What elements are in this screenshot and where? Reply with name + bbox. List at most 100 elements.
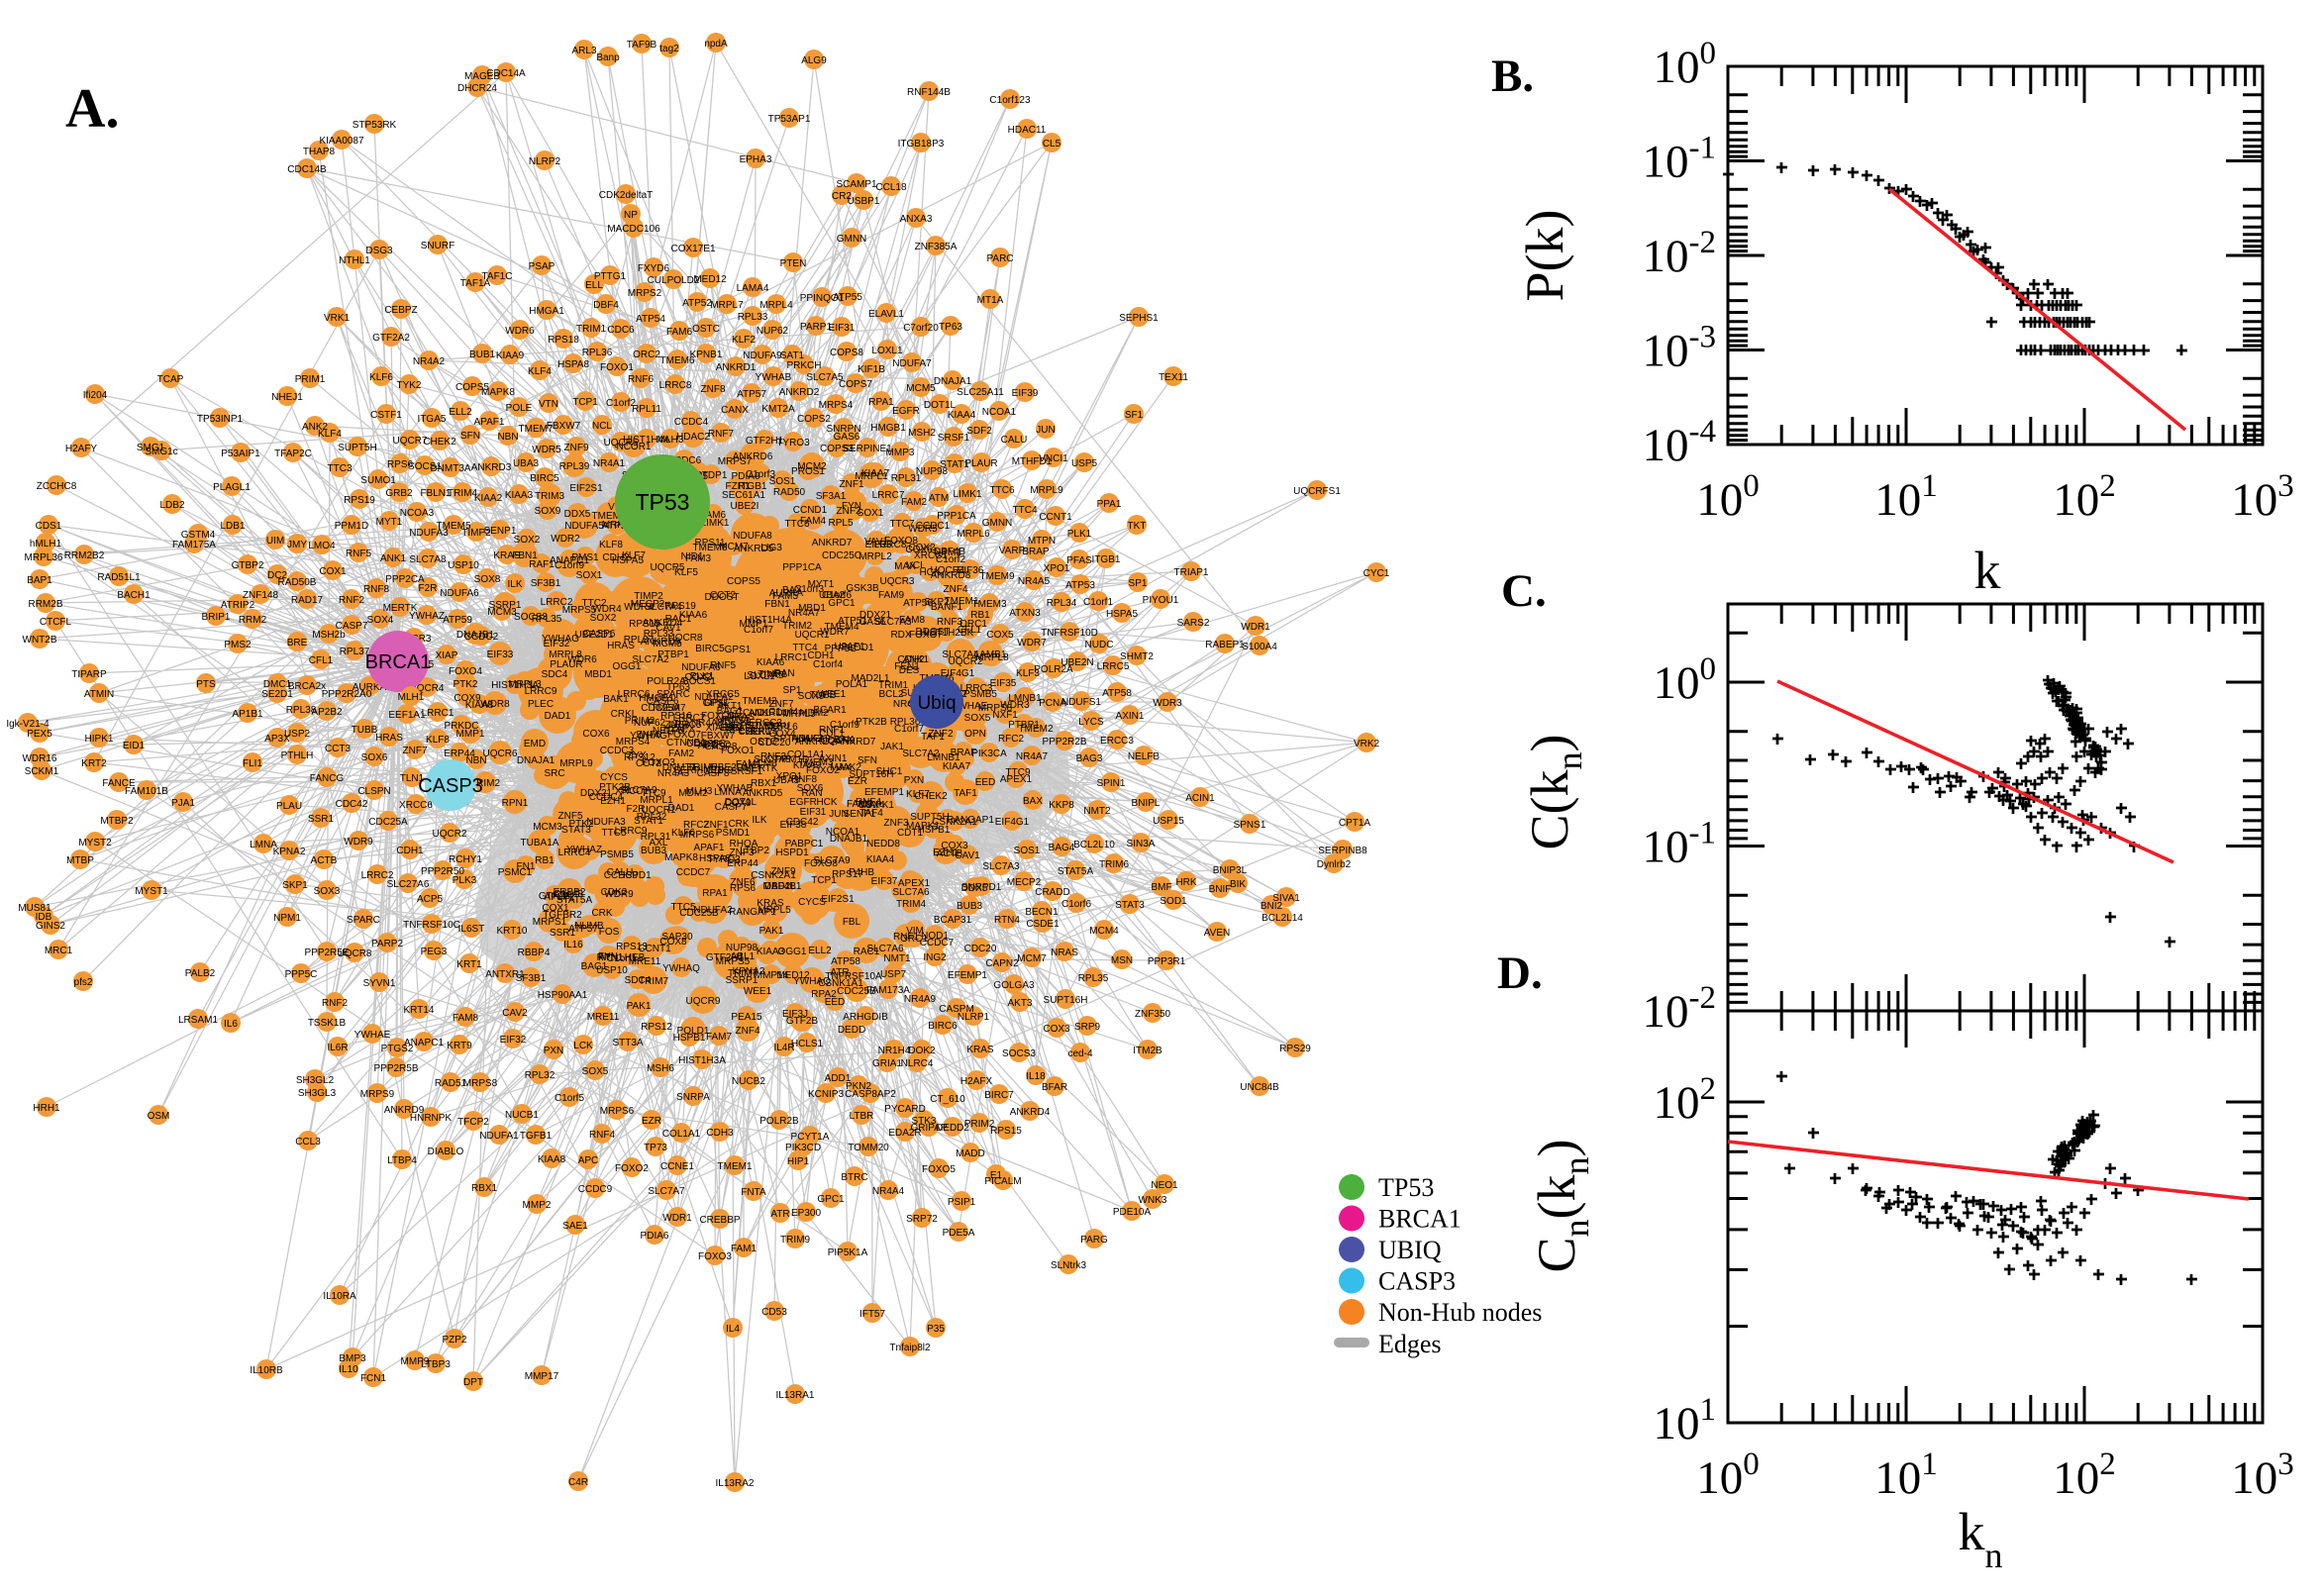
svg-text:ADD1: ADD1	[825, 1073, 852, 1084]
svg-text:USP15: USP15	[1153, 816, 1184, 827]
svg-text:VNCI1: VNCI1	[1039, 453, 1068, 464]
svg-text:SOX2: SOX2	[514, 535, 541, 546]
svg-text:RPL39: RPL39	[559, 461, 590, 472]
svg-text:ANKRD9: ANKRD9	[384, 1105, 425, 1116]
svg-text:STAT5A: STAT5A	[1058, 866, 1094, 877]
svg-text:PXN: PXN	[904, 775, 925, 786]
svg-text:CASP8AP2: CASP8AP2	[845, 1089, 896, 1100]
svg-text:SRC: SRC	[544, 768, 564, 779]
svg-text:WDR6: WDR6	[505, 326, 535, 337]
svg-text:WDR16: WDR16	[22, 753, 56, 764]
svg-text:NR4A2: NR4A2	[413, 356, 446, 367]
svg-text:FAM8: FAM8	[899, 615, 926, 626]
svg-text:EZR: EZR	[642, 1116, 661, 1127]
svg-text:KLF8: KLF8	[599, 540, 623, 550]
svg-text:pfs2: pfs2	[74, 977, 93, 988]
svg-text:WDR5: WDR5	[908, 524, 938, 535]
svg-text:GRIA1: GRIA1	[872, 1058, 902, 1069]
svg-text:ZYX: ZYX	[627, 750, 647, 761]
svg-text:ANKRD4: ANKRD4	[1010, 1107, 1051, 1118]
svg-text:CHEK2: CHEK2	[423, 437, 456, 448]
svg-text:ZNF6: ZNF6	[731, 877, 756, 888]
svg-text:TP53INP1: TP53INP1	[197, 414, 244, 425]
svg-text:WDR4: WDR4	[624, 602, 654, 613]
svg-text:PTHLH: PTHLH	[281, 750, 314, 761]
svg-text:SOX2: SOX2	[590, 613, 617, 624]
svg-text:SOX1: SOX1	[576, 570, 603, 581]
svg-text:SARS2: SARS2	[1177, 618, 1210, 629]
svg-text:KRAS: KRAS	[966, 1045, 994, 1055]
svg-text:VCL: VCL	[906, 560, 926, 571]
svg-text:SLC7A2: SLC7A2	[902, 748, 940, 759]
svg-text:HDAC2: HDAC2	[676, 432, 710, 443]
svg-text:RPL35: RPL35	[1078, 973, 1109, 984]
svg-text:HCLS1: HCLS1	[791, 1039, 824, 1049]
svg-text:ANKRD5: ANKRD5	[743, 788, 783, 799]
svg-text:SRSF1: SRSF1	[938, 433, 970, 444]
svg-text:CREBBP: CREBBP	[699, 1215, 740, 1226]
svg-text:TEX11: TEX11	[1159, 372, 1188, 383]
svg-text:HDAC11: HDAC11	[1008, 125, 1047, 136]
svg-text:ZNF8: ZNF8	[701, 384, 726, 395]
svg-text:HRAS: HRAS	[607, 641, 635, 651]
svg-text:EIF32: EIF32	[500, 1035, 527, 1046]
svg-text:MRPS6: MRPS6	[600, 1106, 635, 1117]
svg-text:EED: EED	[975, 777, 996, 788]
svg-text:tag2: tag2	[659, 44, 679, 54]
svg-text:SOX9: SOX9	[535, 506, 561, 517]
svg-text:IFT57: IFT57	[859, 1309, 886, 1320]
svg-text:SOCS1: SOCS1	[408, 461, 442, 472]
svg-text:SLNtrk3: SLNtrk3	[1051, 1260, 1087, 1271]
svg-text:PARG: PARG	[1080, 1235, 1108, 1246]
svg-text:SLC7A6: SLC7A6	[892, 887, 930, 898]
svg-text:SUPT5H: SUPT5H	[910, 812, 949, 823]
svg-text:SH3GL2: SH3GL2	[296, 1075, 335, 1086]
svg-text:SUPT5H: SUPT5H	[338, 443, 376, 453]
svg-text:FAM8: FAM8	[453, 1013, 479, 1024]
svg-text:WEE1: WEE1	[744, 986, 772, 997]
svg-text:FNTA: FNTA	[741, 1187, 766, 1198]
svg-text:FAM9: FAM9	[878, 590, 905, 601]
svg-text:PSMD1: PSMD1	[716, 828, 751, 839]
svg-text:NDUFA6: NDUFA6	[440, 588, 479, 599]
svg-text:MYT1: MYT1	[376, 517, 403, 528]
svg-text:XPO1: XPO1	[776, 771, 803, 782]
svg-text:PSMC1: PSMC1	[498, 867, 533, 878]
svg-text:NUP62: NUP62	[757, 326, 789, 337]
svg-text:MRPL2: MRPL2	[858, 551, 892, 562]
svg-text:BRCA1: BRCA1	[1378, 1205, 1462, 1234]
svg-text:STAT1: STAT1	[940, 459, 969, 470]
svg-text:SRP9: SRP9	[1074, 1022, 1101, 1033]
svg-text:PTTG1: PTTG1	[594, 271, 627, 282]
svg-text:FXYD6: FXYD6	[638, 263, 670, 274]
svg-text:NDUFA7: NDUFA7	[892, 358, 932, 369]
svg-text:C1orf4: C1orf4	[768, 707, 798, 718]
svg-text:XPO1: XPO1	[1044, 563, 1070, 574]
svg-text:TFAP2C: TFAP2C	[274, 449, 312, 459]
svg-text:OSM: OSM	[148, 1111, 170, 1122]
svg-text:LRRC4: LRRC4	[558, 848, 591, 858]
svg-text:LTBP4: LTBP4	[387, 1155, 417, 1166]
svg-text:MRPL6: MRPL6	[957, 529, 990, 540]
svg-text:PXN: PXN	[544, 1046, 564, 1056]
svg-text:Ubiq: Ubiq	[917, 693, 956, 714]
svg-text:MSH6: MSH6	[647, 1063, 674, 1074]
svg-text:RTN4: RTN4	[994, 915, 1020, 926]
svg-text:EIF33: EIF33	[487, 649, 514, 660]
svg-text:DIABLO: DIABLO	[428, 1147, 464, 1157]
svg-text:TCAP: TCAP	[157, 374, 184, 385]
svg-text:CCL3: CCL3	[295, 1137, 321, 1147]
svg-text:PLK1: PLK1	[1067, 529, 1092, 540]
svg-text:MAPK8: MAPK8	[664, 852, 698, 863]
svg-text:LRRC6: LRRC6	[618, 689, 651, 700]
svg-text:BAG4: BAG4	[1049, 843, 1075, 853]
svg-text:JUN: JUN	[829, 809, 848, 820]
svg-text:BRCA1: BRCA1	[365, 651, 432, 673]
svg-text:KIAA0087: KIAA0087	[319, 136, 363, 147]
svg-text:TP73: TP73	[644, 1143, 667, 1153]
svg-text:RANGAP1: RANGAP1	[947, 815, 994, 826]
svg-text:AXIN1: AXIN1	[1116, 711, 1145, 722]
svg-text:BCL2L10: BCL2L10	[1073, 840, 1115, 850]
svg-text:NR4A1: NR4A1	[593, 458, 626, 469]
svg-text:SCKM1: SCKM1	[25, 766, 59, 777]
